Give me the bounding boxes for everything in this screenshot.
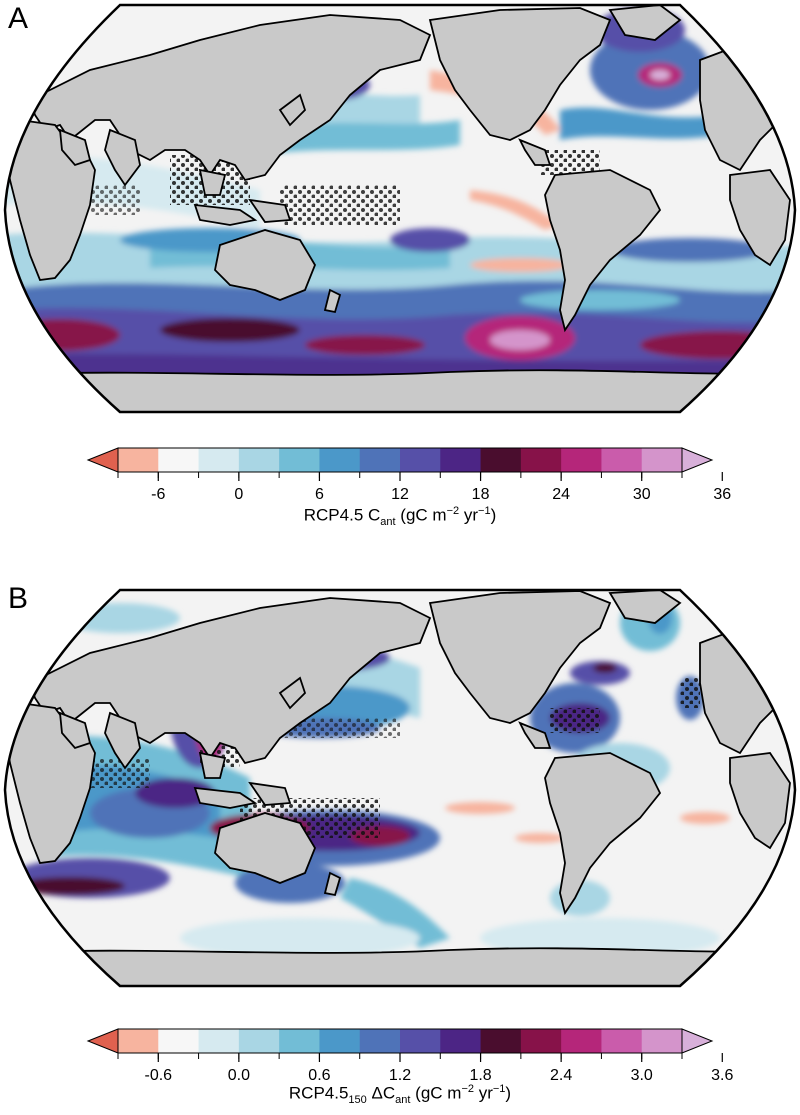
colorbar-cell [601,448,643,472]
colorbar-cell [641,1029,683,1053]
colorbar-cell [400,1029,441,1053]
map-a: -6 0 6 12 18 24 30 36 [3,3,797,503]
colorbar-cell [118,1029,159,1053]
label-units-pre: (gC m [395,505,447,525]
label-sub: 150 [348,1094,367,1107]
colorbar-cell [359,1029,401,1053]
colorbar-b: -0.6 0.0 0.6 1.2 1.8 2.4 3.0 3.6 [86,1028,734,1084]
colorbar-tick-label: 18 [472,486,490,503]
colorbar-tick-label: 0.0 [228,1067,250,1084]
label-sup1: −2 [446,505,460,517]
label-main: RCP4.5 [288,1083,349,1103]
colorbar-tick-label: -6 [151,486,165,503]
label-main: RCP4.5 C [303,505,381,525]
label-sup1: −2 [461,1083,474,1095]
colorbar-tick-label: -0.6 [144,1067,172,1084]
label-units-pre: (gC m [410,1083,462,1103]
colorbar-cell [480,1029,522,1053]
label-units-post: ) [505,1083,512,1103]
colorbar-cell [238,1029,280,1053]
colorbar-cell [561,1029,602,1053]
colorbar-tick-label: 30 [633,486,651,503]
colorbar-cell [520,1029,562,1053]
colorbar-cell [641,448,683,472]
colorbar-tick-label: 3.0 [631,1067,653,1084]
label-units-mid: yr [473,1083,493,1103]
colorbar-cell [480,448,522,472]
panel-letter: A [8,2,29,35]
colorbar-tick-label: 3.6 [711,1067,733,1084]
colorbar-cell [238,448,280,472]
label-sub2: ant [395,1094,411,1107]
colorbar-cell [520,448,562,472]
colorbar-cell [359,448,401,472]
panel-a: A [0,0,800,557]
panel-letter: B [8,582,29,615]
colorbar-tick-label: 0 [234,486,243,503]
colorbar-cell [198,448,240,472]
colorbar-a: -6 0 6 12 18 24 30 36 [86,447,731,503]
colorbar-cell [158,1029,200,1053]
map-b: -0.6 0.0 0.6 1.2 1.8 2.4 3.0 3.6 [3,588,797,1084]
label-sup2: −1 [492,1083,506,1095]
colorbar-tick-label: 6 [315,486,324,503]
panel-b: B [0,578,800,1115]
colorbar-cell [118,448,159,472]
label-sup2: −1 [478,505,491,517]
colorbar-cell [319,1029,361,1053]
land-a [5,5,795,412]
colorbar-cell [319,448,361,472]
colorbar-label-b: RCP4.5150 ΔCant (gC m−2 yr−1) [0,1083,800,1106]
colorbar-tick-label: 2.4 [550,1067,572,1084]
colorbar-cell [279,448,320,472]
colorbar-tick-label: 12 [391,486,409,503]
colorbar-cell [279,1029,320,1053]
colorbar-tick-label: 36 [713,486,731,503]
colorbar-cell [601,1029,643,1053]
colorbar-tick-label: 24 [552,486,570,503]
map-border [3,588,797,988]
colorbar-tick-label: 0.6 [308,1067,330,1084]
colorbar-cell [440,448,482,472]
label-units-mid: yr [459,505,479,525]
colorbar-tick-label: 1.8 [469,1067,491,1084]
label-sub: ant [380,516,396,529]
colorbar-label-a: RCP4.5 Cant (gC m−2 yr−1) [0,505,800,528]
label-units-post: ) [490,505,497,525]
colorbar-cell [561,448,602,472]
map-border [3,3,797,414]
colorbar-cell [158,448,200,472]
colorbar-cell [440,1029,482,1053]
label-delta: ΔC [366,1083,396,1103]
colorbar-tick-label: 1.2 [389,1067,411,1084]
colorbar-cell [400,448,441,472]
colorbar-cell [198,1029,240,1053]
